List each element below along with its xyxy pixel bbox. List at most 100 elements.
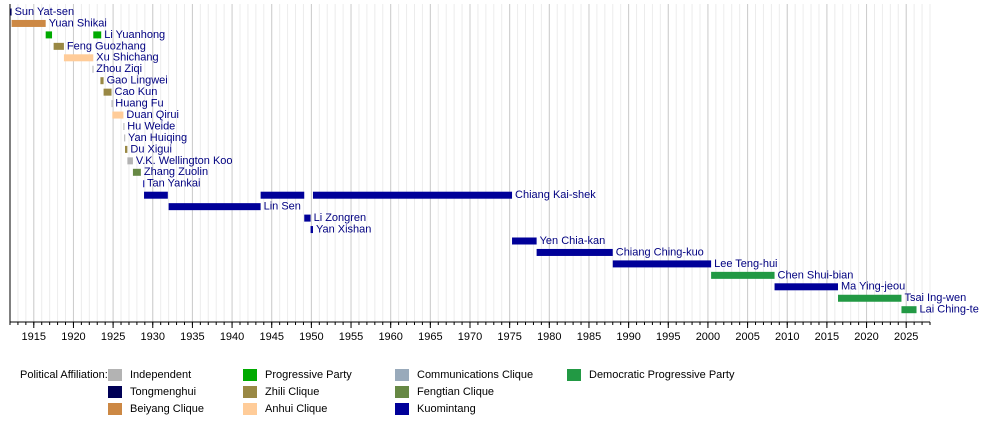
x-tick-label: 2000 <box>696 331 720 343</box>
term-bar <box>100 77 104 85</box>
person-label: Feng Guozhang <box>67 40 146 52</box>
legend-label: Zhili Clique <box>265 386 319 398</box>
legend-label: Democratic Progressive Party <box>589 369 735 381</box>
term-bar <box>901 306 917 314</box>
legend-swatch <box>108 403 122 415</box>
person-label: V.K. Wellington Koo <box>136 155 233 167</box>
legend-label: Progressive Party <box>265 369 352 381</box>
person-label: Yan Huiqing <box>128 132 187 144</box>
x-tick-label: 1980 <box>537 331 561 343</box>
term-bar <box>103 88 112 96</box>
person-label: Ma Ying-jeou <box>841 281 905 293</box>
person-label: Yuan Shikai <box>49 17 107 29</box>
term-bar <box>168 203 261 211</box>
x-tick-label: 1925 <box>101 331 125 343</box>
legend-label: Communications Clique <box>417 369 533 381</box>
term-bar <box>312 191 513 199</box>
x-tick-label: 1955 <box>339 331 363 343</box>
legend-label: Tongmenghui <box>130 386 196 398</box>
term-bar <box>711 271 775 279</box>
person-label: Lee Teng-hui <box>714 258 777 270</box>
person-label: Gao Lingwei <box>107 75 168 87</box>
term-bar <box>112 111 124 119</box>
legend-label: Beiyang Clique <box>130 403 204 415</box>
x-tick-label: 1965 <box>418 331 442 343</box>
legend-label: Anhui Clique <box>265 403 327 415</box>
term-bar <box>124 134 126 142</box>
legend-swatch <box>395 403 409 415</box>
term-bar <box>63 54 94 62</box>
x-tick-label: 2020 <box>854 331 878 343</box>
x-tick-label: 2015 <box>815 331 839 343</box>
person-label: Zhang Zuolin <box>144 166 208 178</box>
x-tick-label: 1950 <box>299 331 323 343</box>
x-tick-label: 1945 <box>259 331 283 343</box>
legend-swatch <box>567 369 581 381</box>
x-tick-label: 1975 <box>497 331 521 343</box>
legend-label: Independent <box>130 369 191 381</box>
x-tick-label: 1915 <box>22 331 46 343</box>
x-tick-label: 2005 <box>735 331 759 343</box>
x-tick-label: 2010 <box>775 331 799 343</box>
legend-swatch <box>243 369 257 381</box>
term-bar <box>612 260 712 268</box>
term-bar <box>143 180 145 188</box>
term-bar <box>125 145 128 153</box>
x-tick-label: 1940 <box>220 331 244 343</box>
term-bar <box>92 65 94 73</box>
person-label: Chiang Kai-shek <box>515 189 596 201</box>
term-bar <box>11 19 46 27</box>
term-bar <box>774 283 838 291</box>
term-bar <box>123 123 125 130</box>
term-bar <box>93 31 102 39</box>
x-tick-label: 1970 <box>458 331 482 343</box>
person-label: Chen Shui-bian <box>778 269 854 281</box>
person-label: Li Zongren <box>314 212 367 224</box>
x-tick-label: 1995 <box>656 331 680 343</box>
term-bar <box>111 100 113 108</box>
legend-swatch <box>243 403 257 415</box>
person-label: Huang Fu <box>115 98 163 110</box>
term-bar <box>838 294 902 302</box>
term-bar <box>53 42 64 50</box>
x-tick-label: 1920 <box>61 331 85 343</box>
person-label: Yan Xishan <box>316 223 371 235</box>
term-bar <box>45 31 53 39</box>
x-tick-label: 1960 <box>378 331 402 343</box>
person-label: Yen Chia-kan <box>540 235 606 247</box>
x-tick-label: 1935 <box>180 331 204 343</box>
person-label: Tsai Ing-wen <box>904 292 966 304</box>
person-label: Lai Ching-te <box>920 304 979 316</box>
x-tick-label: 1985 <box>577 331 601 343</box>
person-label: Hu Weide <box>127 120 175 132</box>
term-bar <box>132 168 141 176</box>
term-bar <box>512 237 537 245</box>
legend-swatch <box>243 386 257 398</box>
term-bar <box>310 226 313 234</box>
legend-swatch <box>108 386 122 398</box>
legend-swatch <box>108 369 122 381</box>
legend-swatch <box>395 386 409 398</box>
person-label: Cao Kun <box>115 86 158 98</box>
person-label: Li Yuanhong <box>104 29 165 41</box>
person-label: Lin Sen <box>264 201 301 213</box>
term-bar <box>260 191 305 199</box>
x-tick-label: 1930 <box>141 331 165 343</box>
term-bar <box>10 8 12 16</box>
person-label: Duan Qirui <box>126 109 179 121</box>
term-bar <box>536 248 613 256</box>
legend-title: Political Affiliation: <box>20 369 108 381</box>
legend-label: Fengtian Clique <box>417 386 494 398</box>
x-tick-label: 1990 <box>616 331 640 343</box>
person-label: Du Xigui <box>130 143 172 155</box>
person-label: Xu Shichang <box>96 52 158 64</box>
term-bar <box>144 191 168 199</box>
legend-swatch <box>395 369 409 381</box>
x-tick-label: 2025 <box>894 331 918 343</box>
person-label: Zhou Ziqi <box>96 63 142 75</box>
term-bar <box>304 214 311 222</box>
legend-label: Kuomintang <box>417 403 476 415</box>
term-bar <box>127 157 133 165</box>
person-label: Chiang Ching-kuo <box>616 246 704 258</box>
